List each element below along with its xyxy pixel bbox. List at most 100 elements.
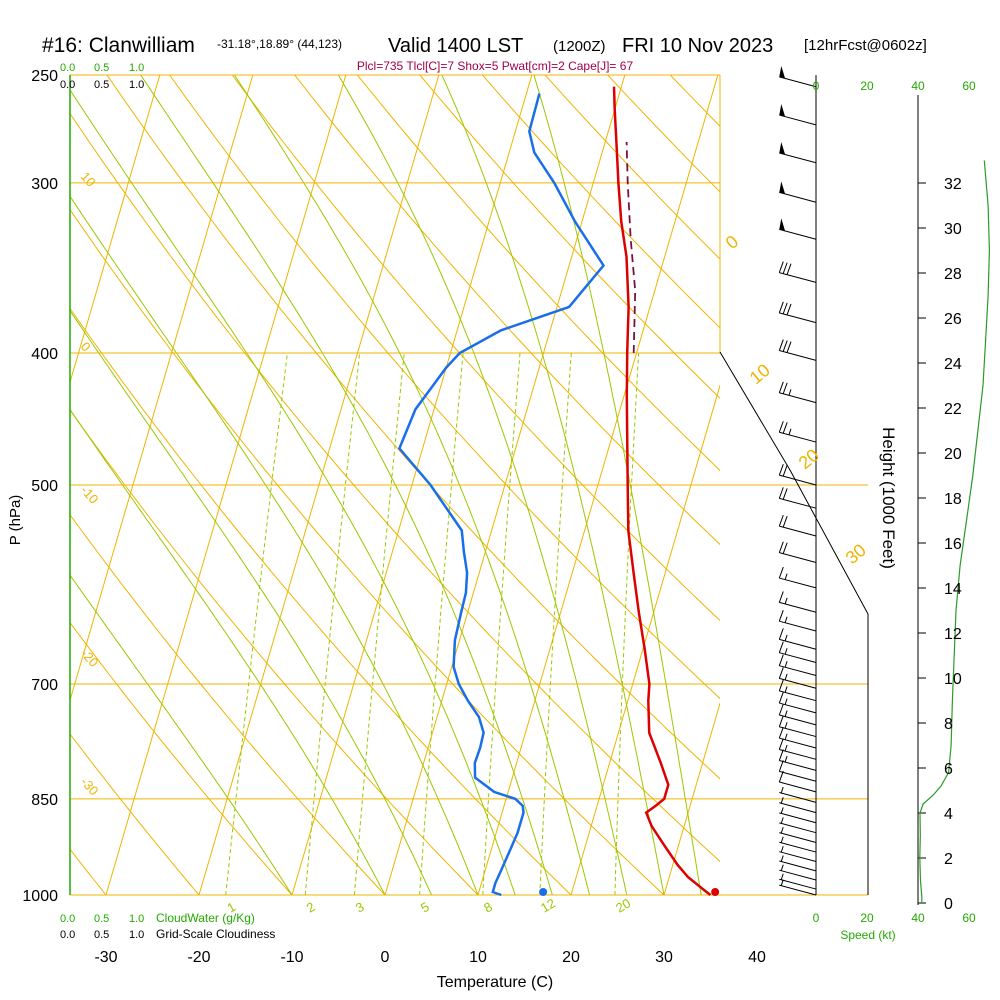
speed-top-tick-1: 20 [860,79,874,93]
x-tick-label: -30 [94,949,117,966]
wind-barb [778,301,817,324]
pressure-label: 300 [31,176,58,193]
bottom-cloudiness-scale-1: 0.5 [94,929,109,941]
wind-barb [778,667,817,689]
wind-barb-half [780,855,784,862]
wind-barb-shaft [779,737,817,749]
mixing-ratio-label: 8 [481,899,495,916]
wind-barb [778,760,817,782]
wind-barb [778,770,817,793]
wind-barb [779,181,817,203]
isotherm-label: -30 [78,774,102,798]
wind-barb-full [782,488,788,500]
wind-barb-full [778,738,784,750]
isotherm-label: 0 [78,339,94,354]
dewpoint-profile [397,93,606,897]
isotherm-line [663,701,720,895]
mixing-ratio-label: 20 [613,895,633,915]
mixing-ratio-line [304,352,361,895]
wind-barb-half [784,744,788,752]
wind-barb-half [780,846,784,853]
x-tick-label: 20 [562,949,580,966]
wind-barb-full [778,691,784,704]
moist-adiabat-line [70,408,386,895]
wind-barb-shaft [779,431,817,443]
wind-barb-shaft [779,726,817,738]
moist-adiabat-line [337,75,628,895]
pressure-label: 1000 [22,888,58,905]
top-cloudiness-scale-1: 0.5 [94,79,109,91]
wind-barb-flag [779,104,786,117]
wind-barb-shaft [779,781,817,793]
wind-barb-full [778,667,784,679]
wind-barb-shaft [779,869,817,881]
wind-barb [778,591,817,613]
dry-adiabat-line [921,75,1000,895]
wind-barb-full [778,628,784,640]
isotherm-line [70,75,161,384]
wind-barb-full [778,770,784,783]
dry-adiabat-line [70,409,479,895]
moist-adiabat-line [533,75,702,895]
wind-barb-half [784,597,788,605]
wind-barb-half [784,673,788,681]
forecast-label: [12hrFcst@0602z] [804,37,927,54]
cloud-water-title: CloudWater (g/Kg) [156,911,255,925]
dry-adiabat-line [70,307,572,895]
mixing-ratio-line [419,352,464,895]
wind-barb-shaft [779,552,817,563]
isotherm-label: -20 [78,646,102,670]
pressure-label: 500 [31,478,58,495]
moist-adiabat-line [70,574,293,895]
background-lines [69,74,1000,905]
wind-barb [779,104,817,126]
wind-barb-shaft [779,525,817,537]
bottom-cloudiness-scale-2: 1.0 [129,929,144,941]
dry-adiabat-line [983,75,1000,895]
top-cloudiness-scale-0: 0.0 [60,79,75,91]
wind-barb [778,641,817,663]
wind-barb [779,786,817,803]
wind-barb-half [784,648,788,655]
wind-barb [778,566,817,589]
wind-barb-half [784,710,788,717]
dry-adiabat-label: 30 [842,540,870,568]
wind-barb-full [786,263,792,275]
wind-barb-full [778,749,784,761]
dry-adiabat-line [70,208,665,895]
wind-barb-shaft [779,748,817,760]
top-cloudiness-scale-2: 1.0 [129,79,144,91]
height-label: 10 [944,671,962,688]
wind-barb-flag [779,181,786,194]
wind-barb-half [780,817,784,824]
wind-barb [779,817,817,834]
wind-barb-full [778,727,784,739]
wind-barb-half [784,573,788,580]
dry-adiabat-line [231,75,720,622]
wind-barb-half [784,755,788,763]
wind-barb [778,738,817,760]
dry-adiabat-label: 20 [795,445,823,473]
wind-barb-shaft [779,652,817,663]
wind-barb-shaft [779,714,817,726]
isotherm-label: -10 [78,483,102,507]
wind-barb-shaft [779,884,817,896]
wind-barb-full [782,516,788,528]
speed-top-tick-2: 40 [911,79,925,93]
wind-barb-full [782,340,788,352]
wind-barb-shaft [779,228,817,240]
x-tick-label: 30 [655,949,673,966]
wind-barb-shaft [779,822,817,834]
wind-barb-half [788,428,792,435]
wind-barb [778,727,817,749]
wind-barb-half [784,616,788,623]
wind-barb-half [780,873,784,880]
wind-speed-profile [919,160,991,903]
wind-barb-shaft [779,577,817,589]
wind-barb [778,715,817,738]
top-cloud-scale-1: 0.5 [94,62,109,74]
pressure-label: 850 [31,792,58,809]
wind-barb-shaft [779,860,817,872]
